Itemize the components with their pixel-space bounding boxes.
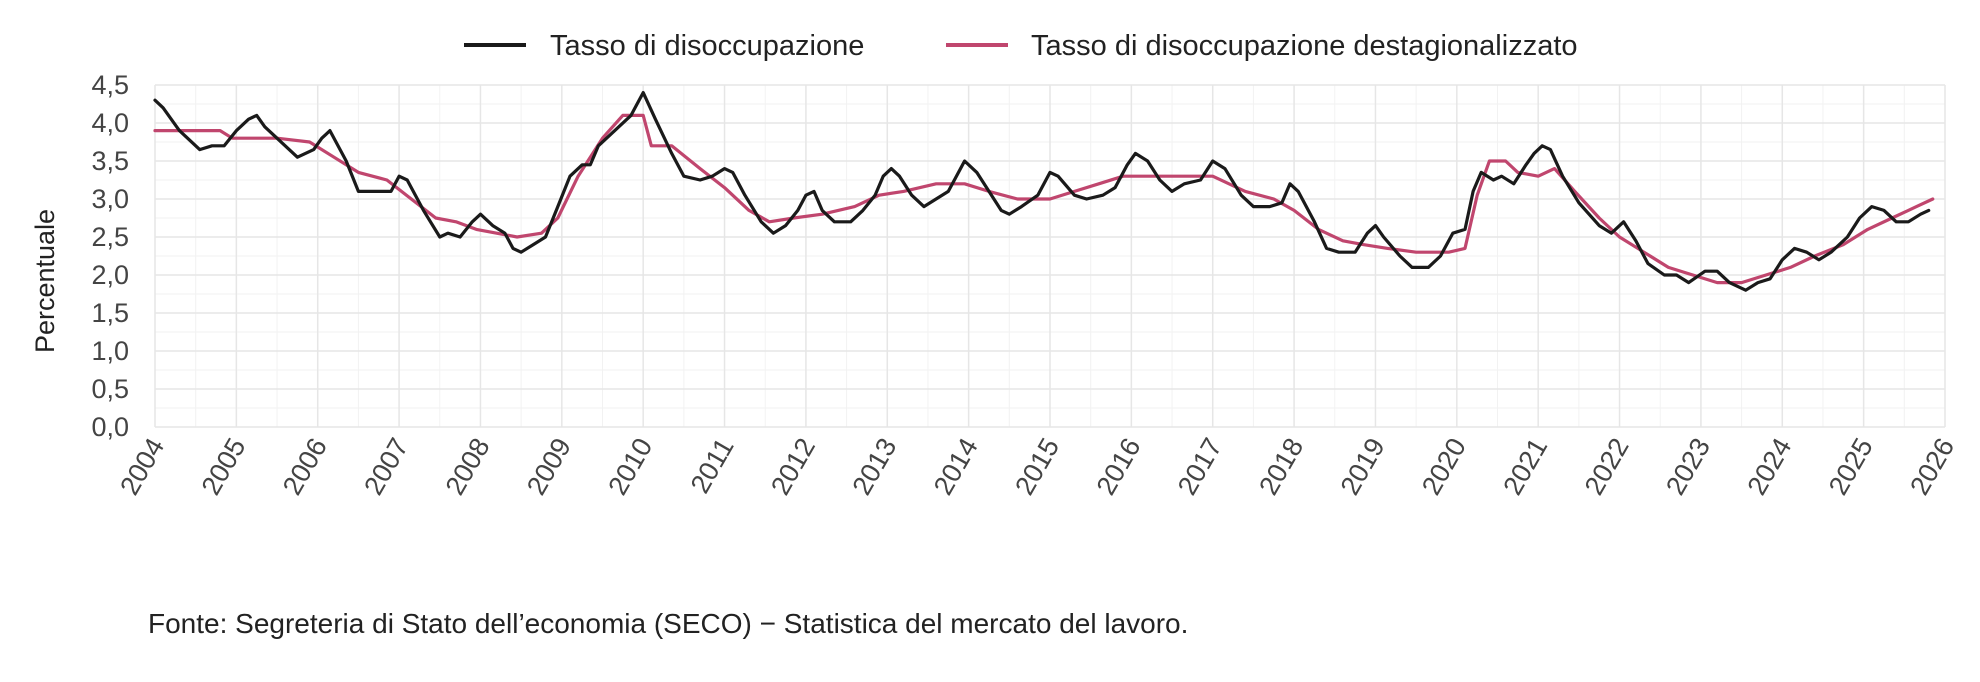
series-line-tasso-destagionalizzato bbox=[153, 113, 1935, 285]
x-tick-label: 2008 bbox=[440, 433, 496, 500]
x-tick-label: 2023 bbox=[1660, 433, 1716, 500]
x-tick-label: 2016 bbox=[1091, 433, 1147, 500]
legend-label-tasso-destagionalizzato: Tasso di disoccupazione destagionalizzat… bbox=[1031, 30, 1578, 62]
legend-label-tasso-di-disoccupazione: Tasso di disoccupazione bbox=[550, 30, 864, 62]
y-tick-label: 4,5 bbox=[91, 70, 129, 100]
grid-major bbox=[154, 84, 1946, 428]
x-tick-label: 2012 bbox=[765, 433, 821, 500]
x-tick-label: 2004 bbox=[114, 433, 170, 500]
series-lines bbox=[153, 91, 1935, 292]
y-tick-label: 3,5 bbox=[91, 146, 129, 176]
x-tick-label: 2005 bbox=[196, 433, 252, 500]
x-tick-label: 2025 bbox=[1823, 433, 1879, 500]
y-tick-label: 1,5 bbox=[91, 298, 129, 328]
x-tick-label: 2022 bbox=[1579, 433, 1635, 500]
x-tick-label: 2017 bbox=[1172, 433, 1228, 500]
y-tick-label: 2,5 bbox=[91, 222, 129, 252]
x-tick-label: 2021 bbox=[1497, 433, 1553, 500]
x-tick-label: 2018 bbox=[1253, 433, 1309, 500]
y-tick-label: 2,0 bbox=[91, 260, 129, 290]
y-tick-label: 3,0 bbox=[91, 184, 129, 214]
x-tick-label: 2011 bbox=[685, 433, 740, 498]
x-tick-label: 2015 bbox=[1009, 433, 1065, 500]
x-tick-label: 2020 bbox=[1416, 433, 1472, 500]
legend: Tasso di disoccupazione Tasso di disoccu… bbox=[464, 30, 1578, 62]
y-tick-label: 4,0 bbox=[91, 108, 129, 138]
x-tick-label: 2010 bbox=[602, 433, 658, 500]
y-tick-label: 0,0 bbox=[91, 412, 129, 442]
x-tick-label: 2026 bbox=[1904, 433, 1960, 500]
x-tick-label: 2006 bbox=[277, 433, 333, 500]
y-tick-label: 1,0 bbox=[91, 336, 129, 366]
x-tick-label: 2009 bbox=[521, 433, 577, 500]
x-tick-label: 2007 bbox=[358, 433, 414, 500]
x-tick-label: 2014 bbox=[928, 433, 984, 500]
series-line-tasso-di-disoccupazione bbox=[153, 91, 1931, 292]
x-tick-label: 2024 bbox=[1741, 433, 1797, 500]
source-note: Fonte: Segreteria di Stato dell’economia… bbox=[148, 608, 1189, 639]
y-axis-ticks: 0,0 0,5 1,0 1,5 2,0 2,5 3,0 3,5 4,0 4,5 bbox=[91, 70, 129, 442]
x-axis-ticks: 2004 2005 2006 2007 2008 2009 2010 2011 2012 2013… bbox=[114, 433, 1960, 500]
y-tick-label: 0,5 bbox=[91, 374, 129, 404]
x-tick-label: 2019 bbox=[1335, 433, 1391, 500]
x-tick-label: 2013 bbox=[846, 433, 902, 500]
y-axis-label: Percentuale bbox=[30, 209, 60, 353]
